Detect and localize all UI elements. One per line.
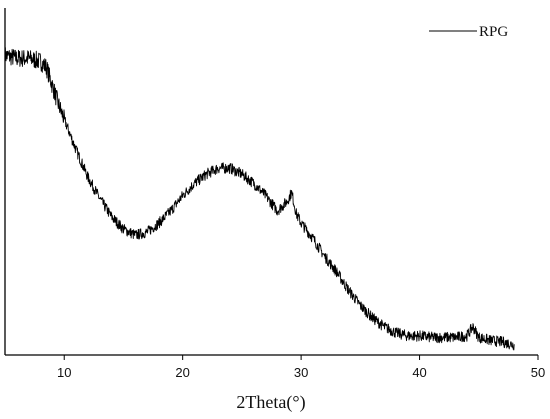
series-layer (4, 47, 515, 351)
x-tick-label-10: 10 (57, 365, 71, 380)
x-axis-title: 2Theta(°) (236, 392, 305, 413)
series-line-rpg (4, 47, 515, 351)
legend-label-rpg: RPG (479, 24, 508, 40)
x-tick-label-40: 40 (412, 365, 426, 380)
legend: RPG (429, 24, 508, 40)
x-tick-label-30: 30 (294, 365, 308, 380)
axes-layer (4, 8, 538, 356)
ticks-layer: 10 20 30 40 50 (57, 355, 545, 380)
x-tick-label-50: 50 (531, 365, 545, 380)
x-tick-label-20: 20 (175, 365, 189, 380)
